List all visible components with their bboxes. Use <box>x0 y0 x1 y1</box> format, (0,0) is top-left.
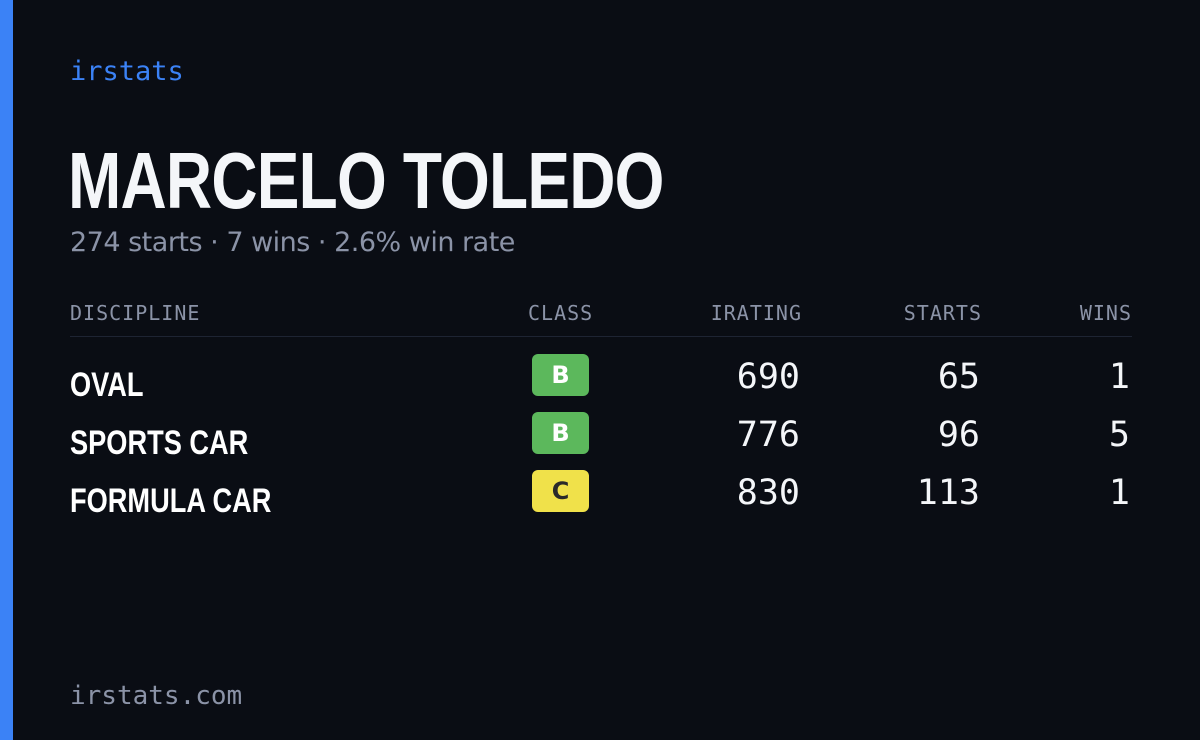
brand-logo: irstats <box>70 56 184 87</box>
license-class-badge: B <box>532 412 589 454</box>
irating-value: 776 <box>736 415 800 455</box>
header-wins: WINS <box>1079 301 1132 325</box>
discipline-name: OVAL <box>70 366 144 404</box>
header-class: CLASS <box>528 301 594 325</box>
starts-value: 113 <box>916 473 980 513</box>
license-class-badge: B <box>532 354 589 396</box>
table-row: SPORTS CAR B 776 96 5 <box>70 412 1132 470</box>
license-class-badge: C <box>532 470 589 512</box>
starts-value: 65 <box>937 357 980 397</box>
discipline-name: FORMULA CAR <box>70 482 272 520</box>
table-header: DISCIPLINE CLASS IRATING STARTS WINS <box>70 298 1132 337</box>
irating-value: 690 <box>736 357 800 397</box>
driver-summary: 274 starts · 7 wins · 2.6% win rate <box>70 227 515 258</box>
header-irating: IRATING <box>710 301 802 325</box>
table-row: FORMULA CAR C 830 113 1 <box>70 470 1132 528</box>
table-body: OVAL B 690 65 1 SPORTS CAR B 776 96 5 FO… <box>70 354 1132 528</box>
starts-value: 96 <box>937 415 980 455</box>
header-starts: STARTS <box>903 301 982 325</box>
wins-value: 5 <box>1108 415 1130 455</box>
driver-name: MARCELO TOLEDO <box>68 136 664 225</box>
accent-bar <box>0 0 13 740</box>
wins-value: 1 <box>1108 357 1130 397</box>
discipline-name: SPORTS CAR <box>70 424 249 462</box>
table-row: OVAL B 690 65 1 <box>70 354 1132 412</box>
site-url: irstats.com <box>70 681 243 711</box>
wins-value: 1 <box>1108 473 1130 513</box>
header-discipline: DISCIPLINE <box>70 301 201 325</box>
stats-table: DISCIPLINE CLASS IRATING STARTS WINS OVA… <box>70 298 1132 528</box>
irating-value: 830 <box>736 473 800 513</box>
